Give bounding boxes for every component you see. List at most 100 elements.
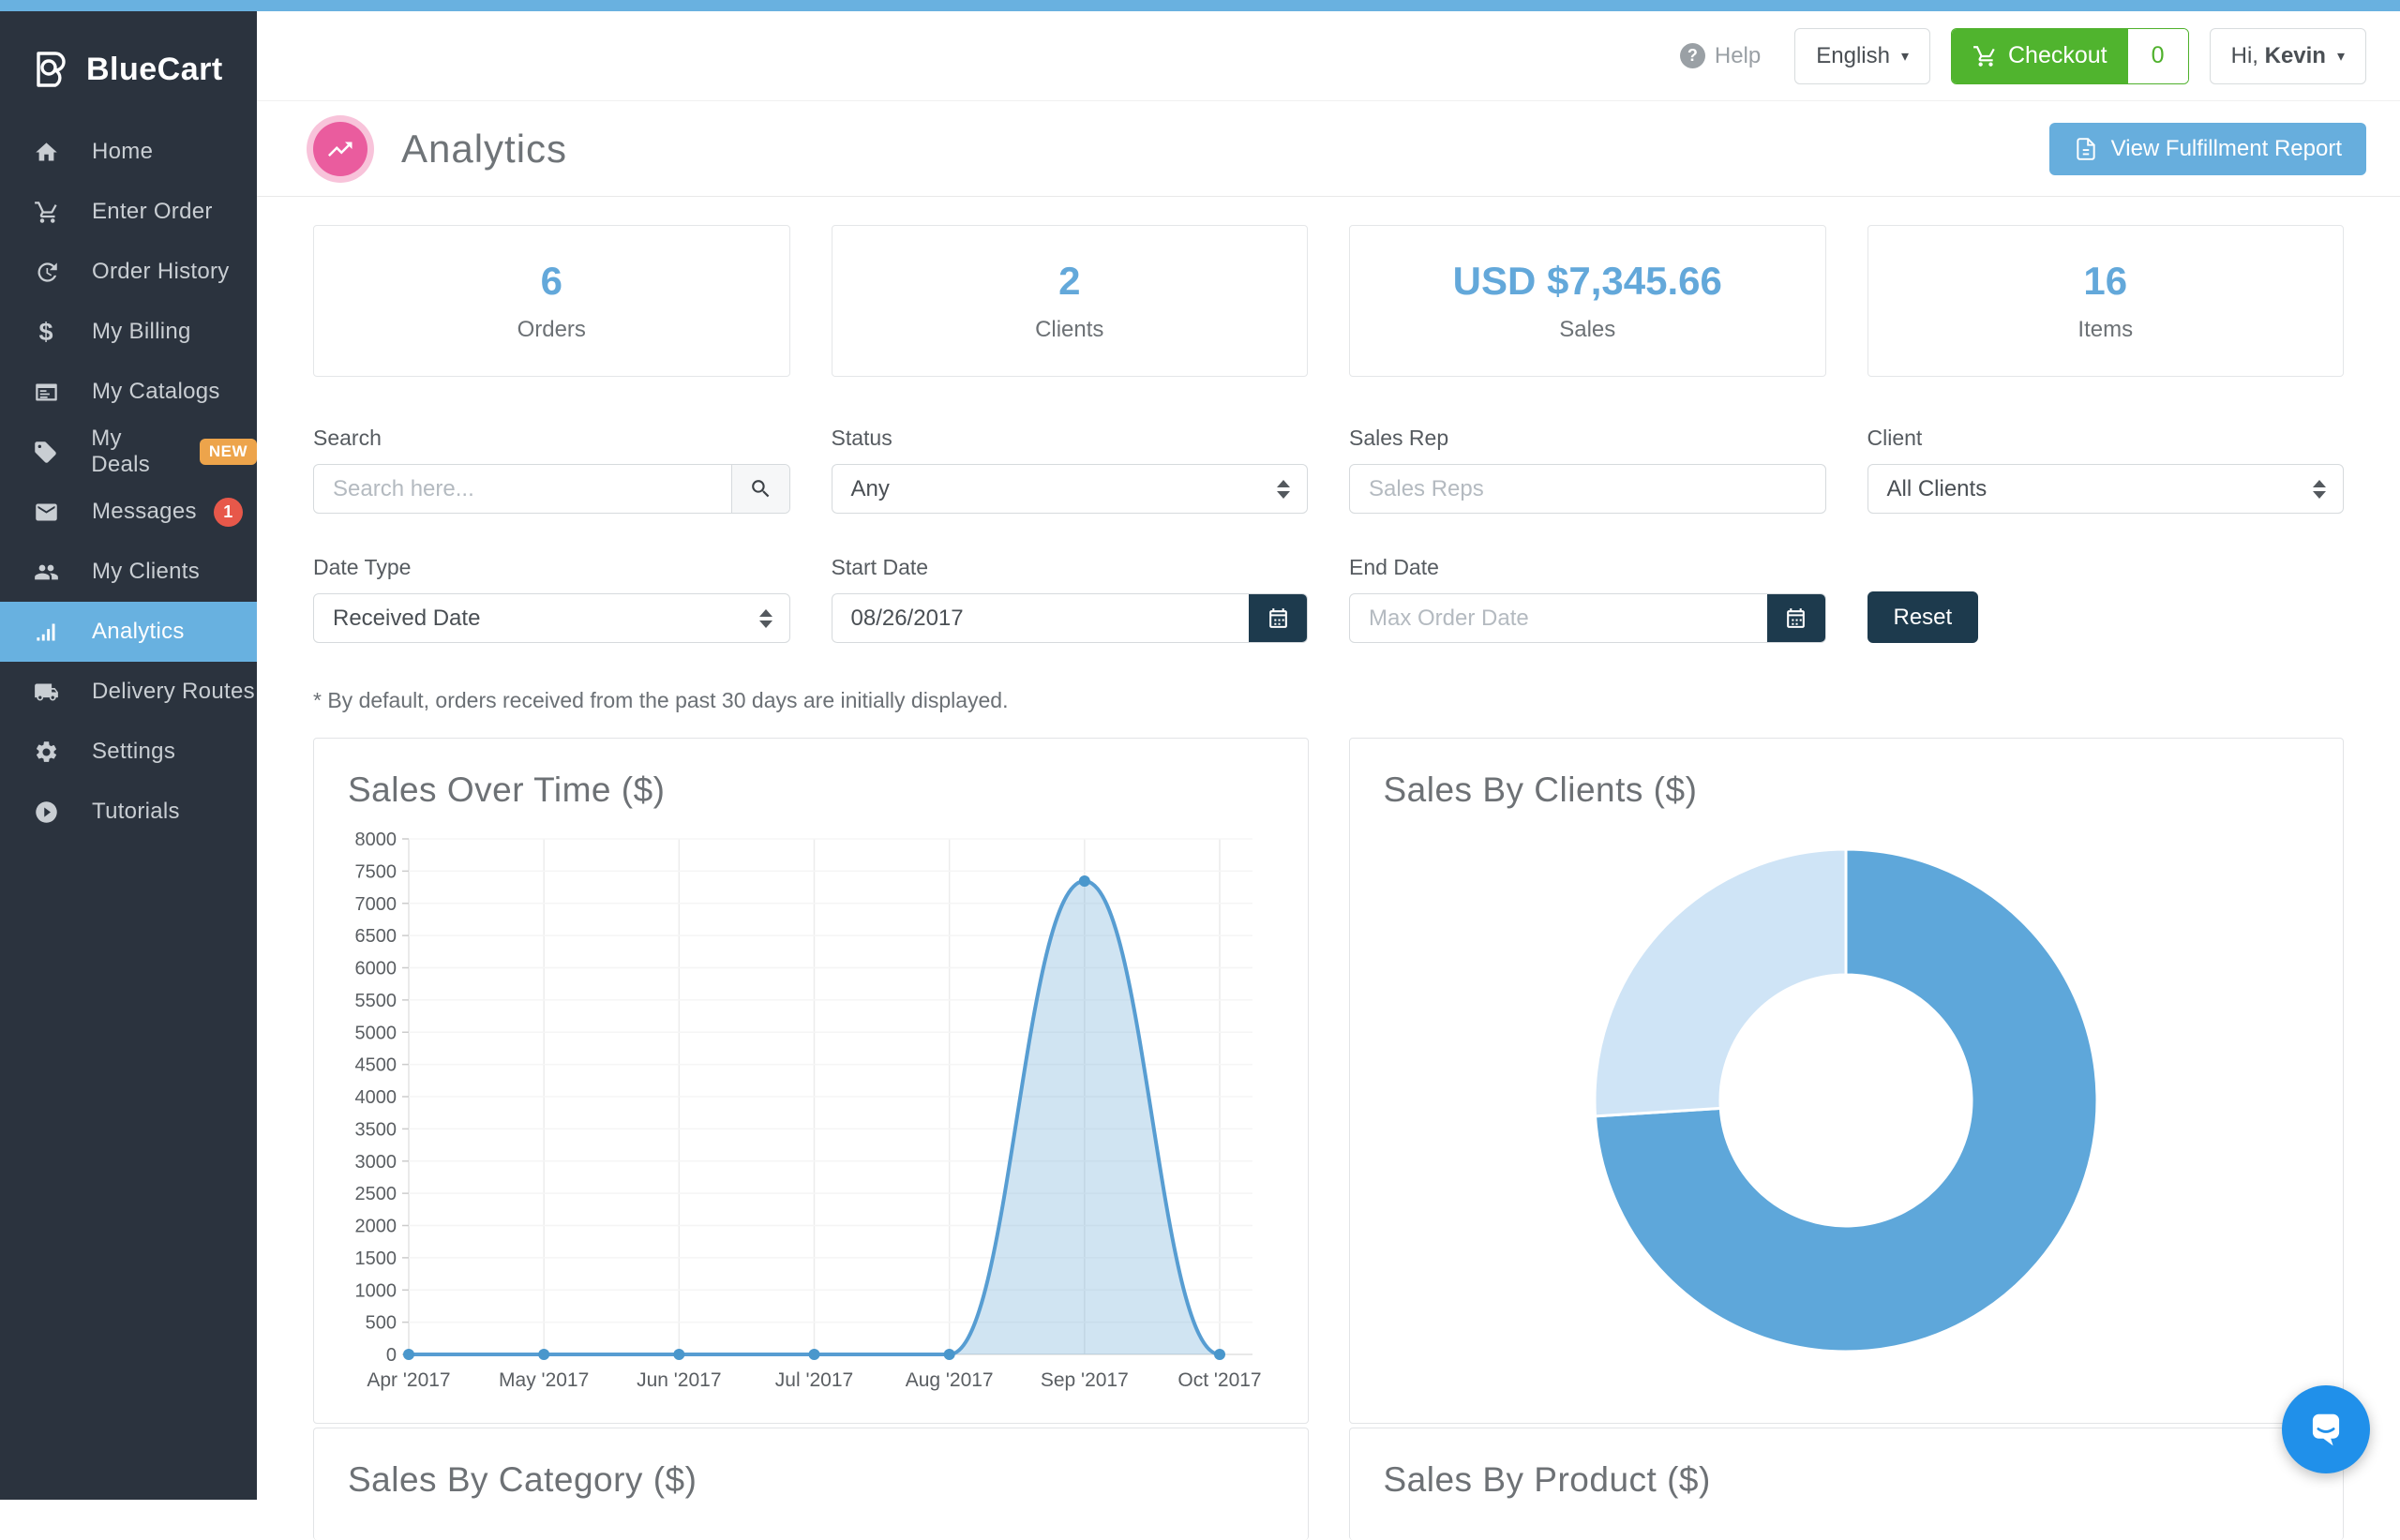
svg-text:0: 0 <box>386 1345 397 1366</box>
calendar-icon <box>1784 606 1808 630</box>
svg-text:Jun '2017: Jun '2017 <box>637 1369 721 1391</box>
sidebar-item-my-clients[interactable]: My Clients <box>0 542 257 602</box>
stat-label: Clients <box>1035 317 1103 343</box>
top-accent-strip <box>0 0 2400 11</box>
chat-launcher-button[interactable] <box>2282 1385 2370 1473</box>
user-name: Kevin <box>2265 43 2326 68</box>
sales-by-clients-panel: Sales By Clients ($) <box>1349 738 2345 1424</box>
date-type-label: Date Type <box>313 555 790 580</box>
svg-text:Sep '2017: Sep '2017 <box>1041 1369 1129 1391</box>
search-button[interactable] <box>731 465 789 513</box>
unread-count-badge: 1 <box>214 498 243 527</box>
stat-label: Sales <box>1559 317 1615 343</box>
brand-logo[interactable]: BlueCart <box>0 11 257 122</box>
stat-value: 6 <box>541 259 562 304</box>
brand-name: BlueCart <box>86 52 223 88</box>
start-date-input[interactable] <box>832 594 1250 642</box>
end-date-input[interactable] <box>1350 594 1767 642</box>
sidebar-item-my-catalogs[interactable]: My Catalogs <box>0 362 257 422</box>
date-type-select[interactable]: Received Date <box>313 593 790 643</box>
checkout-button[interactable]: Checkout 0 <box>1951 28 2189 84</box>
chat-bubble-icon <box>2302 1405 2350 1454</box>
help-icon: ? <box>1680 43 1705 68</box>
cart-icon <box>1972 44 1997 68</box>
filters-row-2: Date Type Received Date Start Date End D… <box>313 555 2344 643</box>
history-icon <box>32 260 60 285</box>
reset-field-group: Reset <box>1868 555 2345 643</box>
end-date-calendar-button[interactable] <box>1767 594 1825 642</box>
sales-by-clients-chart[interactable] <box>1350 810 2344 1391</box>
svg-text:Aug '2017: Aug '2017 <box>906 1369 994 1391</box>
sales-rep-input[interactable] <box>1350 465 1825 513</box>
sales-by-category-panel: Sales By Category ($) <box>313 1428 1309 1540</box>
date-type-field-group: Date Type Received Date <box>313 555 790 643</box>
svg-text:5500: 5500 <box>355 991 398 1011</box>
users-icon <box>32 560 60 585</box>
sidebar-item-order-history[interactable]: Order History <box>0 242 257 302</box>
filters-note: * By default, orders received from the p… <box>313 688 2344 713</box>
play-icon <box>32 800 60 825</box>
client-select[interactable]: All Clients <box>1868 464 2345 514</box>
svg-text:6500: 6500 <box>355 926 398 947</box>
sidebar-item-tutorials[interactable]: Tutorials <box>0 782 257 842</box>
stat-label: Items <box>2078 317 2133 343</box>
gear-icon <box>32 740 60 765</box>
envelope-icon <box>32 500 60 525</box>
bar-chart-icon <box>32 620 60 645</box>
user-menu[interactable]: Hi, Kevin ▾ <box>2210 28 2366 84</box>
search-input[interactable] <box>314 465 731 513</box>
svg-text:May '2017: May '2017 <box>499 1369 589 1391</box>
sales-by-category-title: Sales By Category ($) <box>314 1428 1308 1500</box>
status-label: Status <box>832 426 1309 451</box>
select-arrows-icon <box>2313 480 2326 499</box>
home-icon <box>32 140 60 165</box>
client-field-group: Client All Clients <box>1868 426 2345 514</box>
sales-by-clients-title: Sales By Clients ($) <box>1350 739 2344 810</box>
language-dropdown[interactable]: English ▾ <box>1794 28 1930 84</box>
cart-icon <box>32 200 60 225</box>
svg-text:7000: 7000 <box>355 894 398 915</box>
svg-text:2500: 2500 <box>355 1184 398 1204</box>
reset-button[interactable]: Reset <box>1868 591 1979 643</box>
sidebar-item-home[interactable]: Home <box>0 122 257 182</box>
svg-text:5000: 5000 <box>355 1023 398 1043</box>
svg-text:3000: 3000 <box>355 1152 398 1173</box>
sidebar-item-analytics[interactable]: Analytics <box>0 602 257 662</box>
bottom-row: Sales By Category ($) Sales By Product (… <box>313 1428 2344 1540</box>
svg-text:2000: 2000 <box>355 1217 398 1237</box>
status-select[interactable]: Any <box>832 464 1309 514</box>
sidebar-item-settings[interactable]: Settings <box>0 722 257 782</box>
document-icon <box>2074 137 2098 161</box>
stat-value: 2 <box>1058 259 1080 304</box>
help-button[interactable]: ? Help <box>1680 43 1761 69</box>
bluecart-logo-icon <box>30 49 71 90</box>
svg-text:1000: 1000 <box>355 1280 398 1301</box>
sales-by-product-title: Sales By Product ($) <box>1350 1428 2344 1500</box>
sales-rep-label: Sales Rep <box>1349 426 1826 451</box>
sidebar-item-enter-order[interactable]: Enter Order <box>0 182 257 242</box>
svg-text:Apr '2017: Apr '2017 <box>367 1369 450 1391</box>
svg-text:8000: 8000 <box>355 830 398 850</box>
start-date-label: Start Date <box>832 555 1309 580</box>
search-field-group: Search <box>313 426 790 514</box>
analytics-trend-icon <box>313 122 368 176</box>
svg-text:4500: 4500 <box>355 1055 398 1076</box>
end-date-field-group: End Date <box>1349 555 1826 643</box>
start-date-calendar-button[interactable] <box>1249 594 1307 642</box>
view-fulfillment-report-button[interactable]: View Fulfillment Report <box>2049 123 2366 175</box>
sidebar-item-my-billing[interactable]: $My Billing <box>0 302 257 362</box>
calendar-icon <box>1267 606 1290 630</box>
topbar: ? Help English ▾ Checkout 0 Hi, Kevin ▾ <box>257 11 2400 101</box>
end-date-label: End Date <box>1349 555 1826 580</box>
chevron-down-icon: ▾ <box>1901 47 1909 66</box>
sidebar-item-delivery-routes[interactable]: Delivery Routes <box>0 662 257 722</box>
stat-label: Orders <box>518 317 586 343</box>
svg-text:1500: 1500 <box>355 1248 398 1269</box>
sales-rep-field-group: Sales Rep <box>1349 426 1826 514</box>
